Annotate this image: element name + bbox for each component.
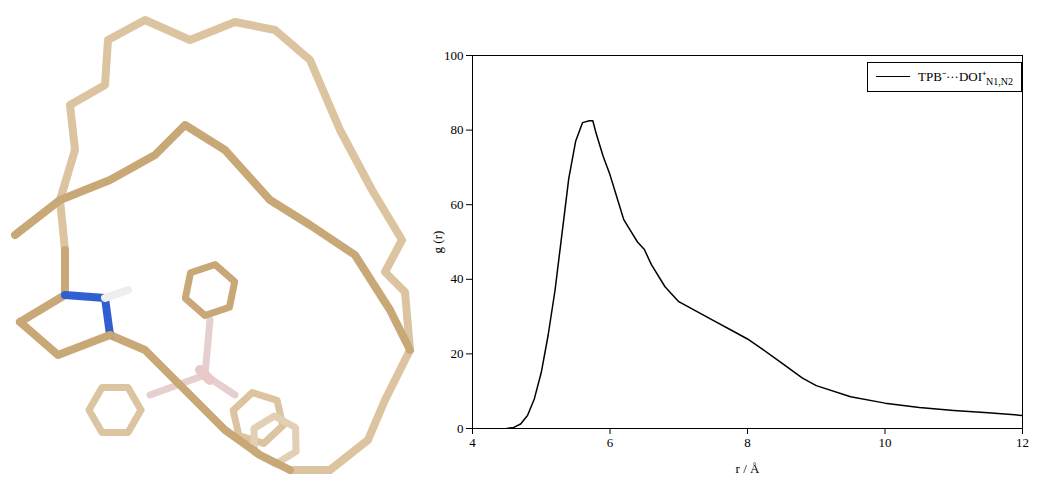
svg-text:20: 20 <box>451 346 464 361</box>
svg-text:6: 6 <box>607 435 614 450</box>
svg-text:40: 40 <box>451 271 464 286</box>
svg-text:g (r): g (r) <box>430 231 445 254</box>
svg-text:100: 100 <box>444 48 464 63</box>
svg-text:r / Å: r / Å <box>736 461 760 476</box>
svg-text:10: 10 <box>879 435 892 450</box>
svg-text:0: 0 <box>457 421 464 436</box>
svg-text:60: 60 <box>451 197 464 212</box>
svg-text:80: 80 <box>451 122 464 137</box>
svg-text:12: 12 <box>1016 435 1029 450</box>
svg-text:8: 8 <box>744 435 751 450</box>
svg-text:4: 4 <box>469 435 476 450</box>
html-text:TPB⁻···DOI⁺N1,N2: TPB⁻···DOI⁺N1,N2 <box>918 69 1013 87</box>
